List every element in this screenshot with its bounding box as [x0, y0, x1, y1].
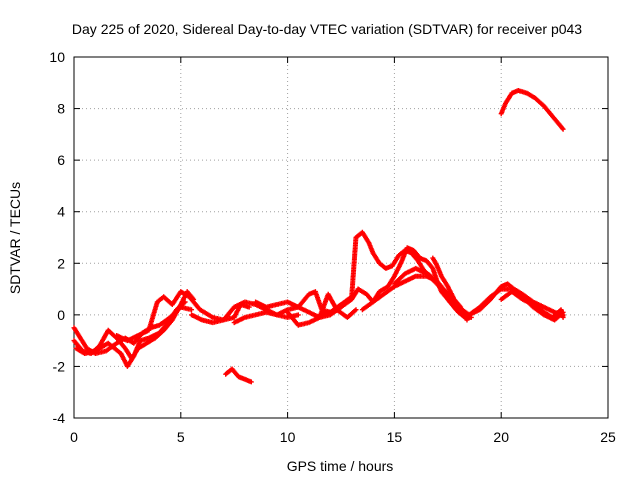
- chart-title: Day 225 of 2020, Sidereal Day-to-day VTE…: [72, 21, 582, 37]
- data-series: [430, 255, 470, 323]
- data-points: [71, 88, 566, 385]
- plot-frame: [73, 56, 609, 419]
- x-tick-label: 5: [177, 429, 185, 445]
- data-point: [295, 312, 301, 318]
- data-series: [73, 299, 188, 369]
- data-point: [560, 126, 566, 132]
- y-tick-label: 4: [57, 204, 65, 220]
- x-tick-label: 15: [387, 429, 403, 445]
- y-tick-label: -4: [53, 410, 66, 426]
- data-series: [498, 88, 566, 132]
- x-tick-label: 10: [280, 429, 296, 445]
- data-point: [189, 307, 194, 313]
- x-tick-label: 20: [493, 429, 509, 445]
- y-tick-label: 0: [57, 307, 65, 323]
- y-tick-label: 2: [57, 255, 65, 271]
- data-point: [464, 317, 470, 323]
- y-axis-label: SDTVAR / TECUs: [7, 182, 23, 294]
- data-series: [223, 366, 254, 385]
- y-tick-label: 10: [49, 49, 65, 65]
- axis-ticks: 0 5 10 15 20 25 -4 -2 0 2 4 6 8 10: [49, 49, 616, 445]
- data-point: [560, 314, 566, 320]
- x-axis-label: GPS time / hours: [287, 458, 394, 474]
- y-tick-label: -2: [53, 358, 66, 374]
- data-series: [498, 289, 566, 320]
- data-point: [353, 307, 359, 313]
- data-point: [248, 379, 254, 385]
- x-tick-label: 25: [600, 429, 616, 445]
- data-point: [182, 299, 188, 305]
- y-tick-label: 8: [57, 101, 65, 117]
- y-tick-label: 6: [57, 152, 65, 168]
- grid: [74, 57, 608, 418]
- x-tick-label: 0: [70, 429, 78, 445]
- data-series: [231, 309, 301, 326]
